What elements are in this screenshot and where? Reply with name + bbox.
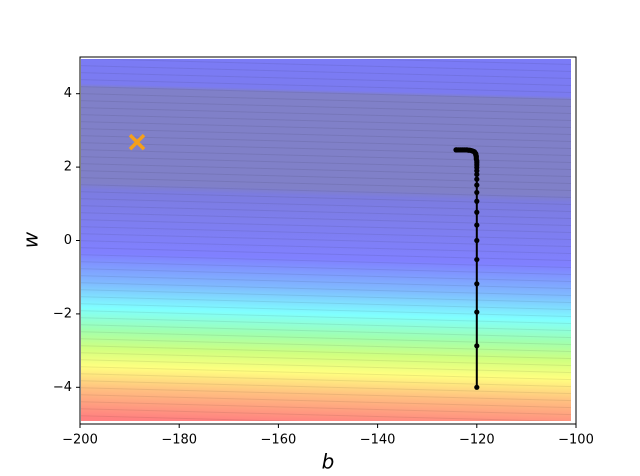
descent-point [474, 281, 480, 287]
descent-point [474, 237, 480, 244]
descent-point [474, 171, 480, 178]
descent-point [474, 209, 480, 215]
y-tick-label: −4 [53, 380, 72, 395]
x-tick-label: −180 [161, 433, 197, 448]
x-tick-label: −140 [360, 433, 396, 448]
y-axis-label: w [19, 231, 43, 248]
x-tick-label: −120 [459, 433, 495, 448]
y-tick-label: −2 [53, 306, 72, 321]
descent-point [474, 189, 480, 196]
optimum-marker [128, 133, 146, 151]
descent-point [474, 198, 480, 204]
descent-point [474, 343, 480, 349]
descent-point [474, 176, 480, 182]
x-tick-label: −200 [62, 433, 98, 448]
descent-point [474, 222, 480, 228]
y-tick-label: 0 [64, 233, 72, 248]
descent-point [474, 182, 480, 188]
y-tick-label: 4 [64, 86, 72, 101]
x-tick-label: −100 [558, 433, 594, 448]
descent-point [474, 309, 480, 315]
x-tick-label: −160 [261, 433, 297, 448]
descent-point [474, 256, 480, 263]
descent-point [474, 384, 480, 390]
x-axis-label: b [322, 450, 335, 474]
contour-lines [81, 59, 571, 421]
descent-point [453, 147, 459, 153]
y-tick-label: 2 [64, 160, 72, 175]
